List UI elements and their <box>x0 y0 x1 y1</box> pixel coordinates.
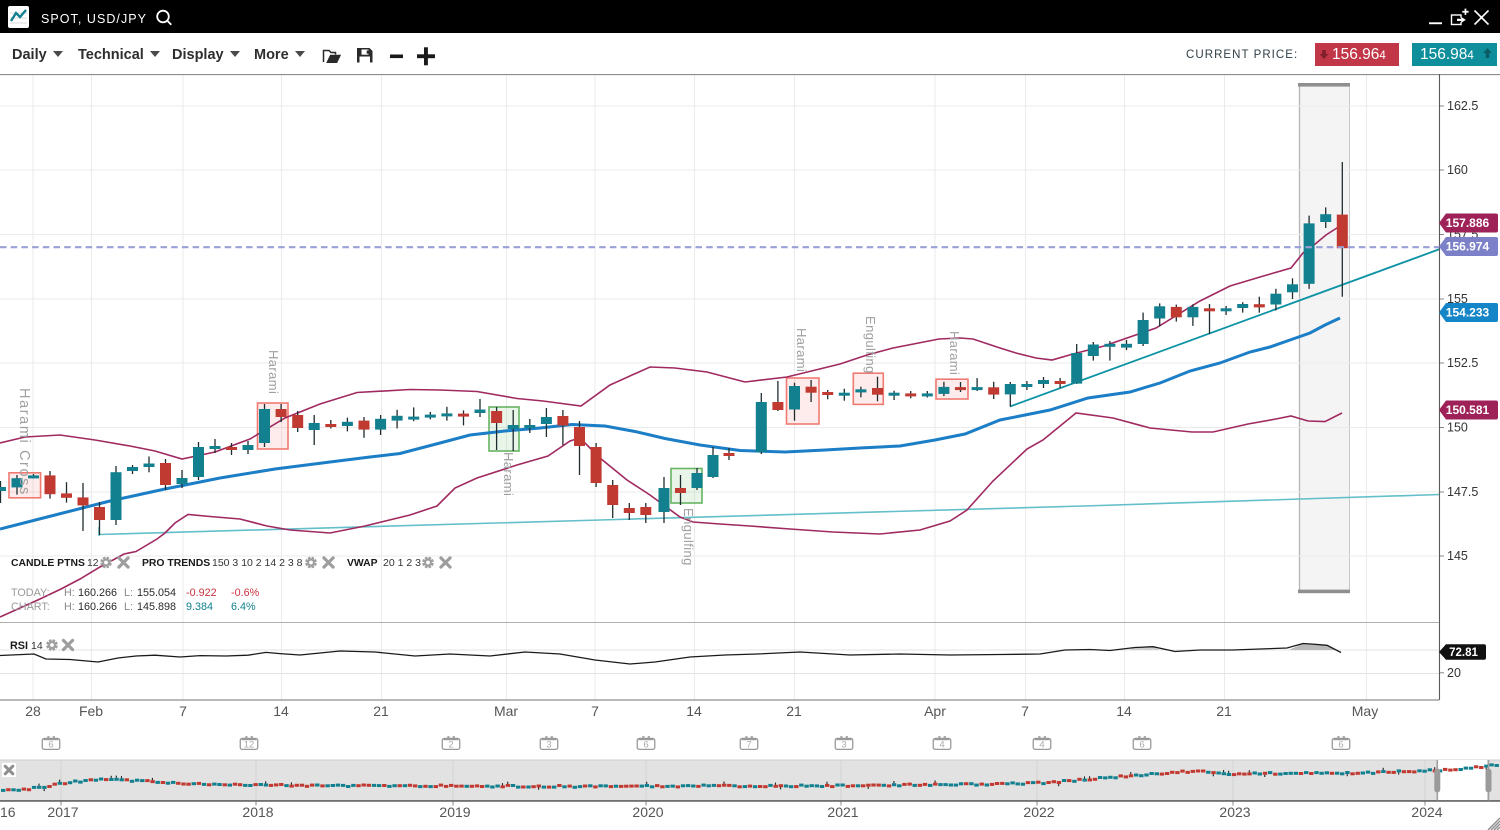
svg-text:160.266: 160.266 <box>78 601 117 613</box>
svg-text:7: 7 <box>591 703 599 719</box>
svg-text:2024: 2024 <box>1411 804 1442 820</box>
svg-text:150 3 10 2 14 2 3 8: 150 3 10 2 14 2 3 8 <box>212 557 303 569</box>
svg-text:VWAP: VWAP <box>347 558 378 569</box>
svg-text:7: 7 <box>179 703 187 719</box>
svg-text:2021: 2021 <box>827 804 858 820</box>
svg-text:12: 12 <box>87 558 99 569</box>
svg-text:160: 160 <box>1447 163 1468 177</box>
svg-text:155: 155 <box>1447 292 1468 306</box>
svg-text:May: May <box>1352 703 1378 719</box>
svg-text:21: 21 <box>1216 703 1232 719</box>
svg-text:28: 28 <box>25 703 41 719</box>
svg-text:-0.922: -0.922 <box>186 587 217 599</box>
svg-text:2022: 2022 <box>1023 804 1054 820</box>
svg-text:147.5: 147.5 <box>1447 485 1478 499</box>
svg-text:72.81: 72.81 <box>1449 647 1478 659</box>
svg-text:6: 6 <box>1338 740 1343 751</box>
svg-text:Mar: Mar <box>494 703 518 719</box>
svg-text:9.384: 9.384 <box>186 601 213 613</box>
svg-text:20 1 2 3: 20 1 2 3 <box>383 557 421 569</box>
svg-text:TODAY:: TODAY: <box>11 587 50 599</box>
svg-text:2023: 2023 <box>1219 804 1250 820</box>
svg-text:Harami: Harami <box>501 452 516 496</box>
svg-text:145: 145 <box>1447 549 1468 563</box>
svg-text:162.5: 162.5 <box>1447 99 1478 113</box>
svg-text:L:: L: <box>124 601 133 613</box>
svg-text:21: 21 <box>786 703 802 719</box>
svg-text:14: 14 <box>1116 703 1132 719</box>
svg-text:CHART:: CHART: <box>11 601 50 613</box>
svg-text:160.266: 160.266 <box>78 587 117 599</box>
svg-text:7: 7 <box>1021 703 1029 719</box>
svg-text:4: 4 <box>1039 740 1044 751</box>
svg-text:14: 14 <box>31 640 43 652</box>
svg-text:CANDLE PTNS: CANDLE PTNS <box>11 558 85 569</box>
svg-text:156.974: 156.974 <box>1446 240 1490 254</box>
svg-text:2017: 2017 <box>47 804 78 820</box>
svg-text:RSI: RSI <box>10 640 28 652</box>
svg-text:145.898: 145.898 <box>137 601 176 613</box>
svg-text:6.4%: 6.4% <box>231 601 256 613</box>
svg-text:2019: 2019 <box>439 804 470 820</box>
svg-text:Harami: Harami <box>947 331 962 375</box>
svg-text:150: 150 <box>1447 421 1468 435</box>
svg-text:H:: H: <box>64 601 75 613</box>
svg-text:L:: L: <box>124 587 133 599</box>
svg-text:-0.6%: -0.6% <box>231 587 260 599</box>
svg-text:H:: H: <box>64 587 75 599</box>
svg-text:Harami: Harami <box>266 350 281 394</box>
svg-text:PRO TRENDS: PRO TRENDS <box>142 558 210 569</box>
svg-text:Feb: Feb <box>79 703 103 719</box>
svg-text:154.233: 154.233 <box>1446 306 1490 320</box>
svg-text:Harami: Harami <box>794 328 809 372</box>
svg-text:155.054: 155.054 <box>137 587 176 599</box>
svg-text:20: 20 <box>1447 666 1461 680</box>
svg-text:Engulfing: Engulfing <box>863 316 878 374</box>
svg-text:6: 6 <box>1139 740 1144 751</box>
svg-text:14: 14 <box>273 703 289 719</box>
svg-text:4: 4 <box>939 740 944 751</box>
svg-text:6: 6 <box>643 740 648 751</box>
svg-text:Apr: Apr <box>924 703 946 719</box>
svg-text:Harami Cross: Harami Cross <box>16 388 32 496</box>
svg-text:3: 3 <box>841 740 846 751</box>
svg-text:2018: 2018 <box>242 804 273 820</box>
svg-text:Engulfing: Engulfing <box>681 508 696 566</box>
svg-text:157.886: 157.886 <box>1446 216 1490 230</box>
svg-text:150.581: 150.581 <box>1446 403 1490 417</box>
svg-text:21: 21 <box>373 703 389 719</box>
svg-text:2: 2 <box>448 740 453 751</box>
svg-text:14: 14 <box>686 703 702 719</box>
svg-text:2020: 2020 <box>632 804 663 820</box>
svg-text:12: 12 <box>244 740 255 751</box>
svg-text:6: 6 <box>48 740 53 751</box>
svg-text:152.5: 152.5 <box>1447 356 1478 370</box>
svg-text:3: 3 <box>546 740 551 751</box>
svg-text:7: 7 <box>746 740 751 751</box>
svg-text:16: 16 <box>0 804 16 820</box>
